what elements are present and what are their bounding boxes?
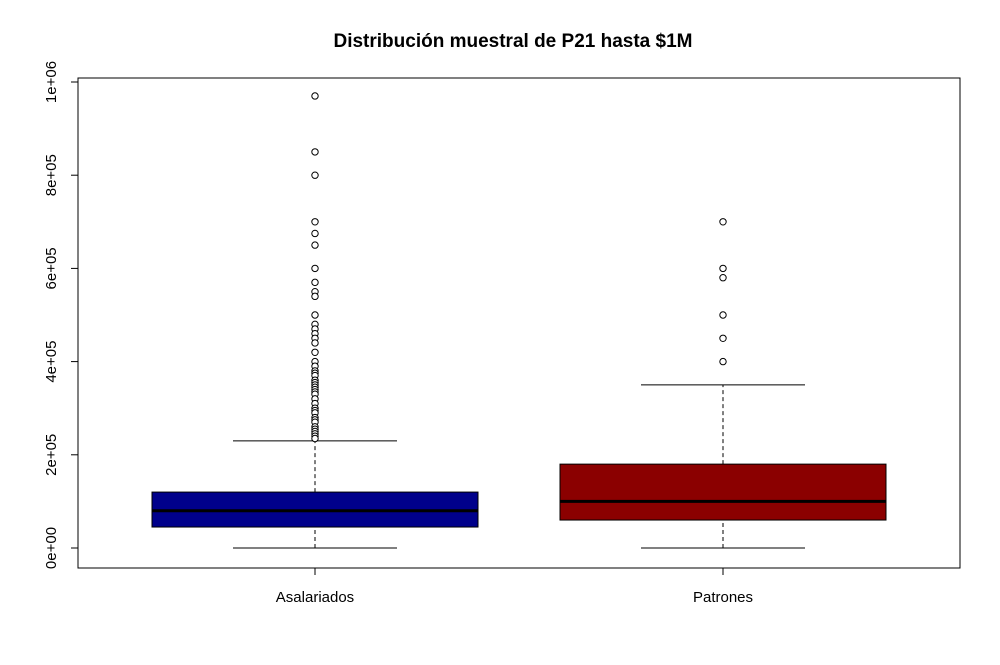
outlier-point xyxy=(311,434,319,443)
outlier-point xyxy=(719,311,727,319)
outlier-point xyxy=(311,348,319,356)
boxes xyxy=(151,92,887,549)
outlier-point xyxy=(311,339,319,347)
y-tick-label: 0e+00 xyxy=(43,527,60,569)
box-asalariados xyxy=(151,92,479,549)
outlier-point xyxy=(311,171,319,179)
box-patrones xyxy=(559,218,887,549)
outlier-point xyxy=(311,218,319,226)
outlier-point xyxy=(311,241,319,249)
outlier-point xyxy=(719,218,727,226)
y-tick-label: 2e+05 xyxy=(43,434,60,476)
x-axis: Asalariados Patrones xyxy=(276,568,753,606)
outlier-point xyxy=(719,274,727,282)
chart-title: Distribución muestral de P21 hasta $1M xyxy=(333,31,692,52)
y-tick-label: 1e+06 xyxy=(43,61,60,103)
y-tick-label: 8e+05 xyxy=(43,154,60,196)
outlier-point xyxy=(311,229,319,238)
x-tick-label: Asalariados xyxy=(276,589,354,606)
y-tick-label: 4e+05 xyxy=(43,341,60,383)
outlier-point xyxy=(719,264,727,273)
outlier-point xyxy=(311,311,319,319)
outlier-point xyxy=(311,92,319,100)
iqr-box xyxy=(559,463,887,521)
x-tick-label: Patrones xyxy=(693,589,753,606)
outlier-point xyxy=(311,148,319,156)
outlier-point xyxy=(311,292,319,301)
outlier-point xyxy=(311,278,319,287)
y-axis: 0e+00 2e+05 4e+05 6e+05 8e+05 1e+06 xyxy=(43,61,78,569)
outlier-point xyxy=(719,357,727,366)
outlier-point xyxy=(719,334,727,342)
outlier-point xyxy=(311,264,319,273)
y-tick-label: 6e+05 xyxy=(43,247,60,289)
